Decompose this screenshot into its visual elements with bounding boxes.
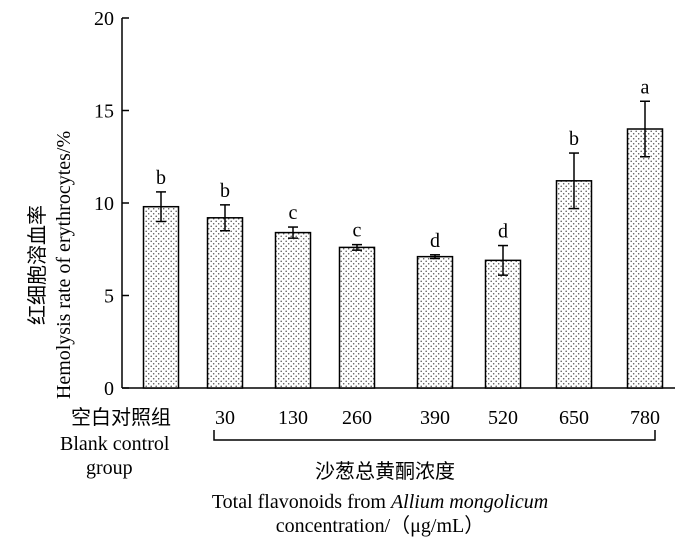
bar xyxy=(484,259,522,389)
y-axis-label: 红细胞溶血率 Hemolysis rate of erythrocytes/% xyxy=(26,131,75,399)
x-tick-label: 30 xyxy=(215,407,235,429)
x-tick-label: 520 xyxy=(488,407,518,429)
x-tick-label: 650 xyxy=(559,407,589,429)
significance-label: c xyxy=(353,220,362,242)
bar xyxy=(416,255,454,389)
y-tick-label: 0 xyxy=(104,378,114,400)
significance-label: c xyxy=(289,202,298,224)
significance-label: b xyxy=(569,128,579,150)
y-tick-label: 20 xyxy=(94,8,114,30)
x-tick-label: 130 xyxy=(278,407,308,429)
y-tick-label: 10 xyxy=(94,193,114,215)
y-tick-label: 15 xyxy=(94,101,114,123)
blank-group-label-en-line2: group xyxy=(86,457,133,479)
bar xyxy=(338,246,376,389)
bar xyxy=(206,217,244,389)
y-axis-label-zh: 红细胞溶血率 xyxy=(26,205,49,325)
x-tick-labels: 空白对照组 30 130 260 390 520 650 780 xyxy=(71,406,660,429)
bar xyxy=(142,205,180,389)
x-axis-label-en-line1: Total flavonoids from Allium mongolicum xyxy=(212,491,548,513)
y-ticks: 0 5 10 15 20 xyxy=(94,8,129,400)
bars: b b c c d d b a xyxy=(142,76,664,389)
blank-group-label-en-line1: Blank control xyxy=(60,433,170,455)
x-axis-label-en-line2: concentration/（μg/mL） xyxy=(276,514,484,537)
bar xyxy=(555,180,593,389)
x-tick-label: 260 xyxy=(342,407,372,429)
bar xyxy=(274,231,312,389)
concentration-bracket xyxy=(213,430,656,441)
x-axis-label-zh: 沙葱总黄酮浓度 xyxy=(315,460,455,483)
significance-label: d xyxy=(498,221,508,243)
y-axis-label-en: Hemolysis rate of erythrocytes/% xyxy=(53,131,75,399)
x-tick-label: 780 xyxy=(630,407,660,429)
x-tick-label: 空白对照组 xyxy=(71,406,171,429)
significance-label: d xyxy=(430,230,440,252)
significance-label: a xyxy=(641,76,650,98)
significance-label: b xyxy=(156,167,166,189)
x-tick-label: 390 xyxy=(420,407,450,429)
bar xyxy=(626,128,664,389)
significance-label: b xyxy=(220,180,230,202)
y-tick-label: 5 xyxy=(104,286,114,308)
